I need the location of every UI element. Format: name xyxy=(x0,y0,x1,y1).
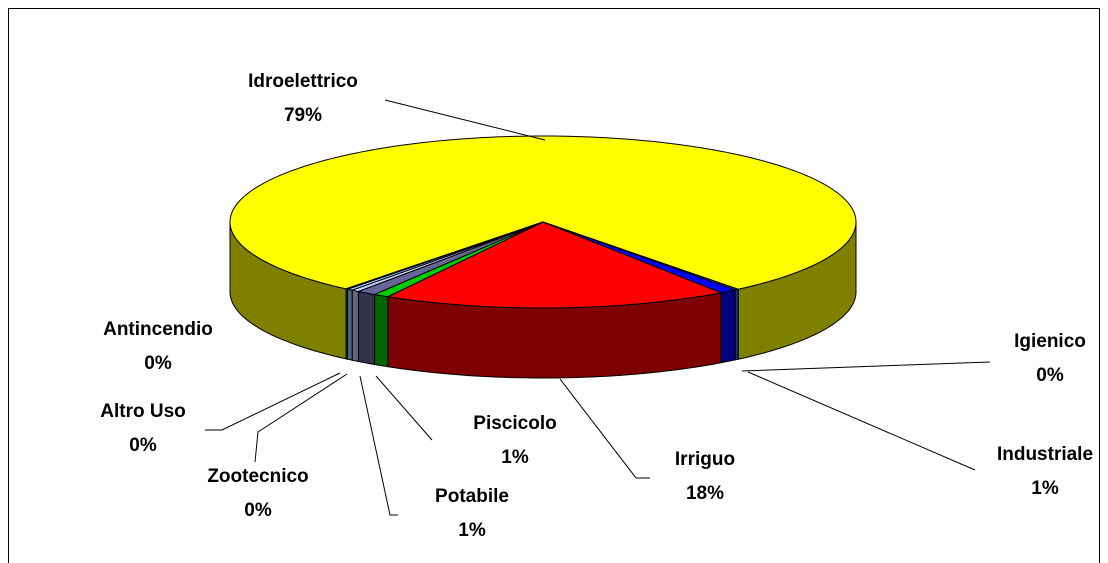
slice-value-label: 1% xyxy=(1031,478,1059,499)
slice-side xyxy=(345,288,349,360)
slice-label: Zootecnico xyxy=(207,466,308,487)
pie xyxy=(229,135,857,379)
slice-side xyxy=(374,293,389,368)
leader-line xyxy=(747,371,976,471)
slice-value-label: 0% xyxy=(144,353,172,374)
leader-line xyxy=(205,372,341,431)
slice xyxy=(229,135,857,290)
slice-value-label: 0% xyxy=(244,500,272,521)
slice-label: Altro Uso xyxy=(100,401,186,422)
labels: Idroelettrico 79% Igienico 0% Industriale 1% I… xyxy=(100,71,1093,541)
slice-side xyxy=(720,289,736,364)
slice-label: Igienico xyxy=(1014,331,1086,352)
slice-value-label: 0% xyxy=(1036,365,1064,386)
leader-lines xyxy=(205,99,991,516)
slice-label: Industriale xyxy=(997,444,1093,465)
slice-label: Antincendio xyxy=(103,319,213,340)
slice-value-label: 1% xyxy=(458,520,486,541)
slice xyxy=(344,221,544,290)
slice-value-label: 0% xyxy=(129,435,157,456)
slice xyxy=(386,221,723,309)
slice-label: Irriguo xyxy=(675,449,735,470)
leader-line xyxy=(559,378,650,479)
slice-label: Piscicolo xyxy=(473,413,556,434)
slice-value-label: 18% xyxy=(686,483,724,504)
slice-side xyxy=(347,288,353,361)
leader-line xyxy=(384,99,546,141)
slice-label: Idroelettrico xyxy=(248,71,358,92)
slice-label: Potabile xyxy=(435,486,509,507)
slice-side xyxy=(357,290,376,366)
leader-line xyxy=(254,373,348,463)
leader-line xyxy=(375,375,433,441)
slice-value-label: 1% xyxy=(501,447,529,468)
leader-line xyxy=(359,375,398,516)
slice-value-label: 79% xyxy=(284,105,322,126)
slice-side xyxy=(351,289,359,363)
leader-line xyxy=(741,361,991,372)
